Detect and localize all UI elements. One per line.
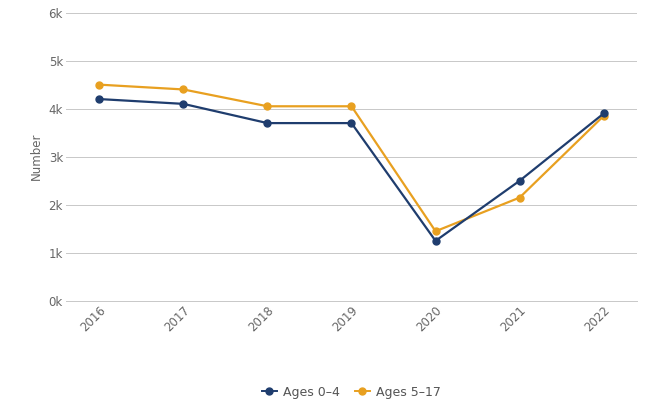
Legend: Ages 0–4, Ages 5–17: Ages 0–4, Ages 5–17	[257, 381, 446, 404]
Y-axis label: Number: Number	[30, 133, 43, 181]
